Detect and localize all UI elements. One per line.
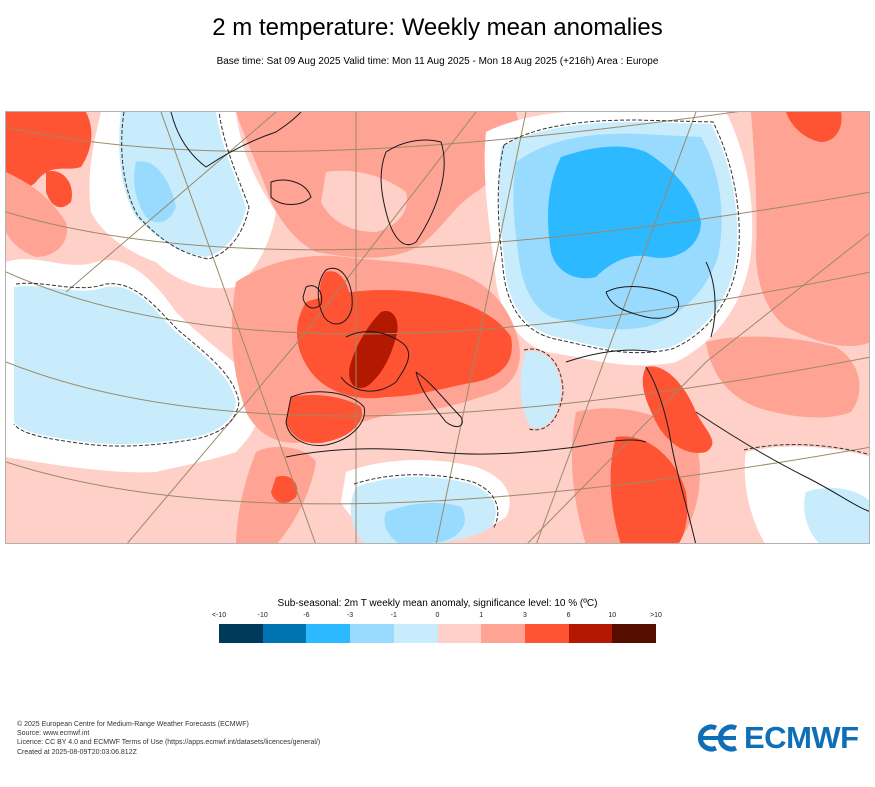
region-egypt-strong — [610, 436, 688, 543]
region-greenland-warm — [6, 112, 92, 188]
coastline-ireland — [302, 285, 323, 309]
colorbar-segment — [306, 624, 351, 643]
colorbar-segment — [568, 624, 613, 643]
coastline-greenland — [170, 112, 302, 168]
region-middle-east-moderate — [706, 336, 860, 418]
coastline-iceland — [270, 179, 312, 205]
region-north-atlantic-blue — [119, 112, 246, 257]
anomaly-map — [5, 111, 870, 544]
colorbar-tick-label: -1 — [390, 612, 397, 619]
region-france-very-strong — [349, 311, 398, 388]
graticule-line — [536, 112, 697, 543]
region-east-strong — [786, 112, 842, 142]
colorbar-segment — [612, 624, 657, 643]
colorbar-tick-label: -6 — [303, 612, 310, 619]
graticule-line — [160, 112, 316, 543]
colorbar-segment — [481, 624, 525, 643]
colorbar-segment — [524, 624, 569, 643]
region-west-moderate — [6, 172, 67, 257]
contour — [523, 348, 564, 431]
colorbar-segment — [219, 624, 263, 643]
colorbar-tick-label: -3 — [346, 612, 354, 619]
map-canvas — [6, 112, 869, 543]
coastline-turkey — [565, 349, 657, 363]
graticule-line — [6, 191, 869, 251]
contour — [497, 119, 740, 354]
region-russia-strong-blue — [548, 146, 701, 279]
coastline-britain — [317, 267, 353, 325]
region-north-sea-light — [321, 170, 407, 232]
graticule-line — [527, 232, 869, 543]
coastline-north-africa — [285, 439, 647, 458]
graticule-line — [6, 356, 869, 417]
graticule-line — [6, 446, 869, 505]
coastline-scandinavia — [380, 139, 445, 245]
colorbar-tick-label: -10 — [257, 612, 268, 619]
region-med-mid-blue — [384, 502, 465, 543]
region-greenland-warm2 — [46, 171, 72, 208]
coastlines — [170, 112, 869, 543]
colorbar-tick-label: 3 — [522, 612, 527, 619]
coastline-france — [340, 331, 410, 392]
region-aegean-blue — [520, 351, 561, 428]
ecmwf-logo-text: ECMWF — [744, 720, 859, 755]
coastline-caspian — [705, 261, 716, 338]
graticule-line — [6, 271, 869, 335]
ecmwf-logo-icon — [697, 724, 738, 752]
colorbar-segment — [393, 624, 438, 643]
footer-licence: Licence: CC BY 4.0 and ECMWF Terms of Us… — [17, 739, 321, 747]
significance-contours — [13, 112, 869, 530]
ecmwf-logo: ECMWF — [696, 720, 859, 755]
graticule — [6, 112, 869, 543]
contour — [353, 474, 499, 530]
region-africa-strong — [271, 475, 298, 504]
colorbar-segment — [350, 624, 394, 643]
colorbar-segment — [437, 624, 482, 643]
graticule-line — [435, 112, 527, 543]
colorbar-tick-label: <-10 — [211, 612, 227, 619]
contour — [121, 112, 250, 260]
colorbar-tick-label: >10 — [650, 612, 662, 619]
colorbar-tick-label: 1 — [479, 612, 484, 619]
region-atlantic-blue — [14, 285, 236, 445]
colorbar-tick-label: 6 — [566, 612, 571, 619]
coastline-black-sea — [605, 286, 679, 319]
region-se-blue — [804, 487, 869, 543]
coastline-red-sea — [645, 366, 697, 543]
legend-title: Sub-seasonal: 2m T weekly mean anomaly, … — [277, 598, 598, 609]
coastline-gulf — [695, 411, 869, 512]
region-levant-strong — [642, 366, 713, 453]
graticule-line — [65, 112, 277, 293]
coastline-italy — [415, 371, 463, 428]
chart-subtitle: Base time: Sat 09 Aug 2025 Valid time: M… — [216, 56, 659, 67]
region-east-moderate — [751, 112, 869, 347]
graticule-line — [6, 112, 740, 153]
contour — [743, 444, 869, 455]
footer-source: Source: www.ecmwf.int — [17, 730, 90, 738]
footer-created: Created at 2025-08-09T20:03:06.812Z — [17, 748, 137, 756]
region-iberia-strong — [286, 395, 362, 444]
colorbar — [219, 624, 657, 643]
chart-title: 2 m temperature: Weekly mean anomalies — [212, 14, 663, 41]
footer-copyright: © 2025 European Centre for Medium-Range … — [17, 721, 249, 728]
colorbar-segment — [262, 624, 307, 643]
coastline-iberia — [285, 391, 366, 446]
colorbar-tick-label: 10 — [608, 612, 617, 619]
footer: © 2025 European Centre for Medium-Range … — [17, 720, 320, 757]
graticule-line — [127, 112, 477, 543]
contour — [13, 282, 240, 447]
colorbar-tick-label: 0 — [435, 612, 440, 619]
